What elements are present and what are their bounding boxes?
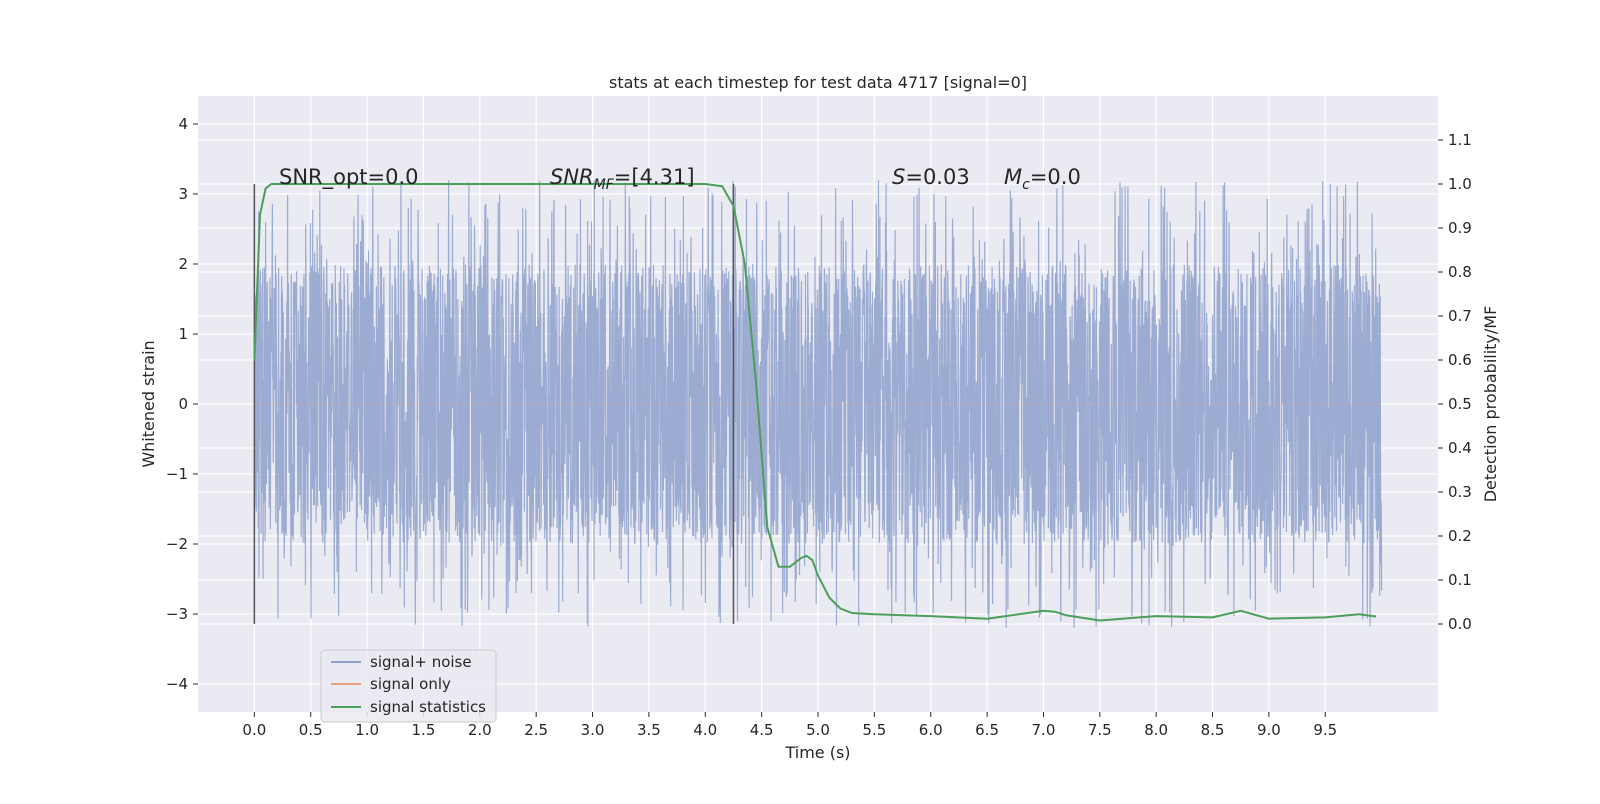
legend: signal+ noise signal only signal statist…: [320, 649, 497, 723]
y-left-tick-label: −2: [166, 535, 188, 553]
x-tick-label: 4.5: [750, 721, 774, 739]
y-right-tick-label: 0.4: [1448, 439, 1472, 457]
signal-noise-series: [253, 180, 1383, 628]
y-right-tick-label: 0.7: [1448, 307, 1472, 325]
x-tick-label: 5.5: [862, 721, 886, 739]
legend-box: [320, 649, 497, 723]
annotation-snr-mf: SNRMF=[4.31]: [550, 165, 695, 193]
x-tick-label: 8.0: [1144, 721, 1168, 739]
y-left-axis-label: Whitened strain: [139, 340, 158, 467]
signal-statistics-series: [253, 183, 1377, 622]
x-ticks: 0.0 0.5 1.0 1.5 2.0 2.5 3.0 3.5 4.0 4.5 5.0 5.5 6.0 6…: [242, 712, 1337, 739]
y-right-tick-label: 0.3: [1448, 483, 1472, 501]
y-right-tick-label: 1.1: [1448, 131, 1472, 149]
annotation-mc: Mc=0.0: [1004, 165, 1081, 193]
y-left-tick-label: −1: [166, 465, 188, 483]
chart-title: stats at each timestep for test data 471…: [609, 73, 1027, 92]
x-tick-label: 4.0: [693, 721, 717, 739]
x-tick-label: 1.0: [355, 721, 379, 739]
y-left-tick-label: −4: [166, 675, 188, 693]
vertical-markers: [253, 184, 735, 624]
legend-label-signal: signal only: [370, 675, 451, 693]
x-tick-label: 5.0: [806, 721, 830, 739]
legend-label-stat: signal statistics: [370, 698, 486, 716]
x-tick-label: 0.5: [299, 721, 323, 739]
x-tick-label: 7.0: [1032, 721, 1056, 739]
x-tick-label: 0.0: [242, 721, 266, 739]
y-left-tick-label: 2: [178, 255, 188, 273]
annotation-snr-opt: SNR_opt=0.0: [279, 165, 419, 190]
x-tick-label: 6.5: [975, 721, 999, 739]
x-tick-label: 1.5: [412, 721, 436, 739]
y-right-tick-label: 0.2: [1448, 527, 1472, 545]
signal-noise-line: [253, 180, 1383, 628]
x-tick-label: 3.0: [581, 721, 605, 739]
y-right-tick-label: 0.6: [1448, 351, 1472, 369]
x-tick-label: 3.5: [637, 721, 661, 739]
y-right-tick-label: 0.8: [1448, 263, 1472, 281]
y-left-tick-label: −3: [166, 605, 188, 623]
y-right-tick-label: 1.0: [1448, 175, 1472, 193]
signal-statistics-line: [253, 183, 1377, 622]
annotation-s: S=0.03: [892, 165, 970, 189]
y-right-axis-label: Detection probability/MF: [1481, 306, 1500, 503]
x-axis-label: Time (s): [784, 743, 850, 762]
x-tick-label: 8.5: [1201, 721, 1225, 739]
x-tick-label: 7.5: [1088, 721, 1112, 739]
y-left-tick-label: 4: [178, 115, 188, 133]
x-tick-label: 9.0: [1257, 721, 1281, 739]
x-tick-label: 6.0: [919, 721, 943, 739]
x-tick-label: 2.0: [468, 721, 492, 739]
y-left-tick-label: 3: [178, 185, 188, 203]
legend-label-noise: signal+ noise: [370, 653, 472, 671]
x-tick-label: 9.5: [1313, 721, 1337, 739]
y-right-ticks: 1.1 1.0 0.9 0.8 0.7 0.6 0.5 0.4 0.3 0.2 0.1 0.0: [1438, 131, 1472, 633]
y-right-tick-label: 0.0: [1448, 615, 1472, 633]
y-right-tick-label: 0.9: [1448, 219, 1472, 237]
y-left-tick-label: 1: [178, 325, 188, 343]
y-left-tick-label: 0: [178, 395, 188, 413]
y-right-tick-label: 0.5: [1448, 395, 1472, 413]
y-left-ticks: 4 3 2 1 0 −1 −2 −3 −4: [166, 115, 198, 693]
y-right-tick-label: 0.1: [1448, 571, 1472, 589]
x-tick-label: 2.5: [524, 721, 548, 739]
